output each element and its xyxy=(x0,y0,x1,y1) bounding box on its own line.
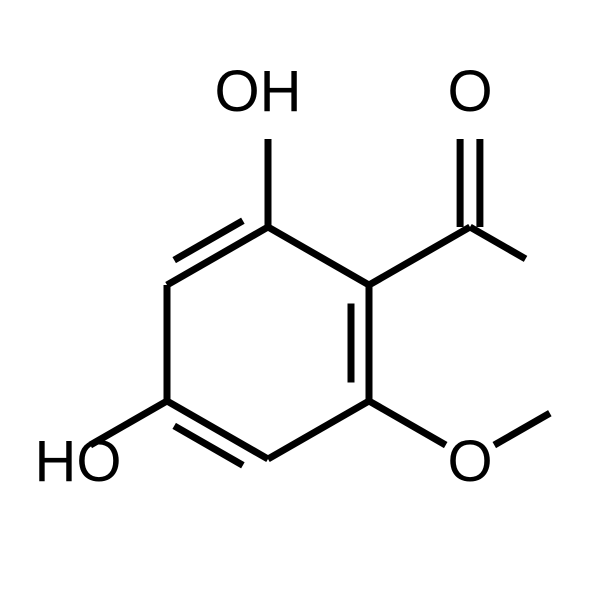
atom-label-o7: O xyxy=(447,59,492,124)
atom-label-o2: OH xyxy=(215,59,302,124)
atom-label-o6: HO xyxy=(35,429,122,494)
molecule-canvas: OH O HO O xyxy=(0,0,600,600)
atom-label-o4: O xyxy=(447,429,492,494)
